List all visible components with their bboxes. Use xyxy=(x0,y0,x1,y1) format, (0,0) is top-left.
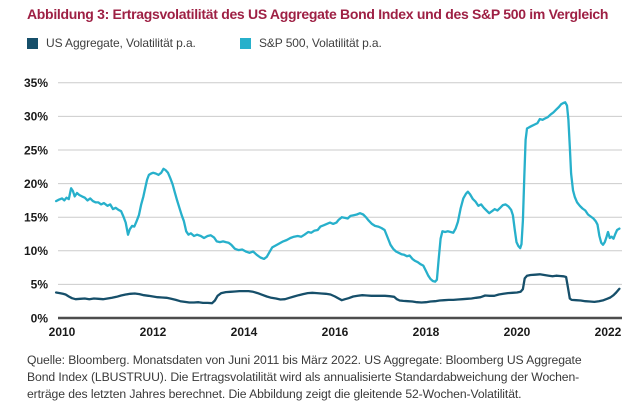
y-tick-label: 25% xyxy=(24,143,48,157)
x-tick-label: 2016 xyxy=(322,325,349,339)
us-aggregate-swatch xyxy=(27,37,38,49)
y-tick-label: 30% xyxy=(24,110,48,124)
x-tick-label: 2014 xyxy=(231,325,258,339)
axis-labels: 0% 5% 10% 15% 20% 25% 30% 35% 2010 2012 2014 2016 20… xyxy=(24,76,622,339)
figure-title: Abbildung 3: Ertragsvolatilität des US A… xyxy=(27,6,609,22)
series-lines xyxy=(54,101,621,305)
x-tick-label: 2018 xyxy=(413,325,440,339)
y-tick-label: 5% xyxy=(31,278,49,292)
y-tick-label: 15% xyxy=(24,211,48,225)
us-aggregate-line xyxy=(54,273,621,305)
chart-legend: US Aggregate, Volatilität p.a. S&P 500, … xyxy=(0,36,640,52)
legend-item-us-aggregate: US Aggregate, Volatilität p.a. xyxy=(27,36,196,50)
x-tick-label: 2010 xyxy=(49,325,76,339)
y-tick-label: 35% xyxy=(24,76,48,90)
source-note-line: erträge des letzten Jahres berechnet. Di… xyxy=(27,386,522,401)
sp500-line xyxy=(54,101,621,283)
x-tick-label: 2022 xyxy=(595,325,622,339)
volatility-line-chart: 0% 5% 10% 15% 20% 25% 30% 35% 2010 2012 2014 2016 20… xyxy=(24,76,622,339)
sp500-swatch xyxy=(240,37,251,49)
legend-label-sp500: S&P 500, Volatilität p.a. xyxy=(259,36,382,50)
legend-label-us-aggregate: US Aggregate, Volatilität p.a. xyxy=(46,36,196,50)
x-tick-label: 2012 xyxy=(140,325,167,339)
source-note-line: Bond Index (LBUSTRUU). Die Ertragsvolati… xyxy=(27,369,580,384)
y-tick-label: 10% xyxy=(24,244,48,258)
gridlines xyxy=(58,82,622,320)
x-tick-label: 2020 xyxy=(504,325,531,339)
y-tick-label: 20% xyxy=(24,177,48,191)
y-tick-label: 0% xyxy=(31,311,49,325)
source-note: Quelle: Bloomberg. Monatsdaten von Juni … xyxy=(27,352,627,402)
source-note-line: Quelle: Bloomberg. Monatsdaten von Juni … xyxy=(27,353,582,367)
legend-item-sp500: S&P 500, Volatilität p.a. xyxy=(240,36,382,50)
